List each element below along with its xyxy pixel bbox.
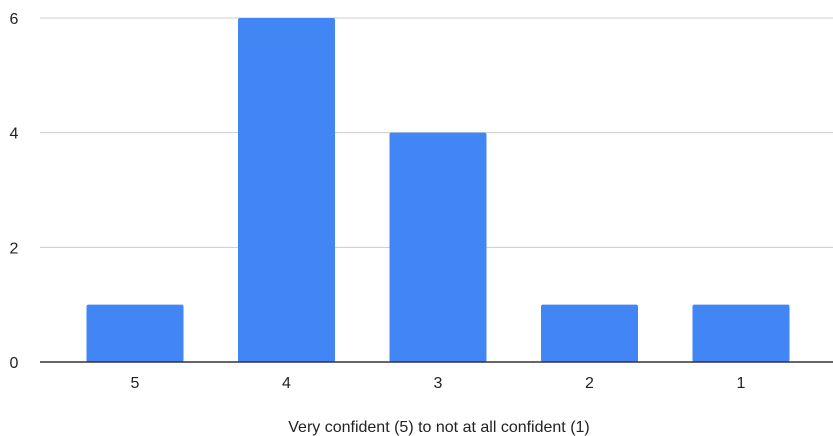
bar-5 bbox=[86, 304, 184, 362]
bars bbox=[86, 18, 790, 362]
x-tick-label: 1 bbox=[737, 375, 746, 392]
x-tick-label: 2 bbox=[585, 375, 594, 392]
x-tick-label: 5 bbox=[131, 375, 140, 392]
y-tick-label: 0 bbox=[10, 355, 19, 372]
bar-2 bbox=[541, 304, 638, 362]
bar-3 bbox=[389, 132, 487, 362]
x-tick-label: 4 bbox=[282, 375, 291, 392]
bar-1 bbox=[692, 304, 790, 362]
y-tick-label: 2 bbox=[10, 240, 19, 257]
y-tick-label: 4 bbox=[10, 126, 19, 143]
bar-4 bbox=[238, 18, 335, 362]
y-tick-labels: 0 2 4 6 bbox=[10, 11, 19, 372]
x-tick-label: 3 bbox=[434, 375, 443, 392]
y-tick-label: 6 bbox=[10, 11, 19, 28]
x-axis-title: Very confident (5) to not at all confide… bbox=[288, 419, 590, 436]
x-tick-labels: 5 4 3 2 1 bbox=[131, 375, 746, 392]
